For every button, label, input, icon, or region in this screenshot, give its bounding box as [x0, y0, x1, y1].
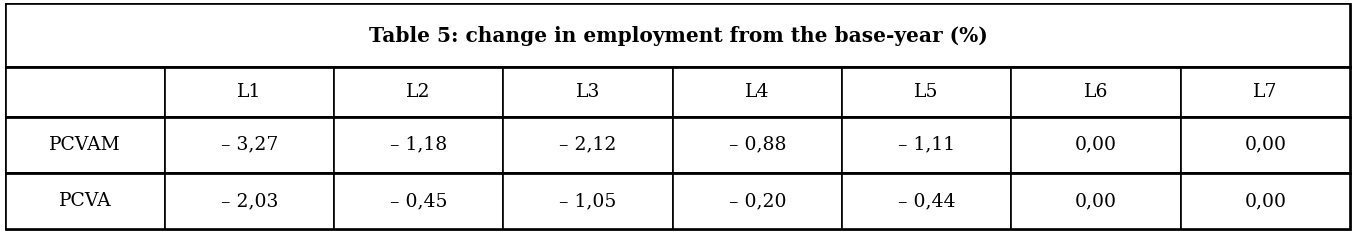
Text: L4: L4: [744, 83, 770, 101]
Text: L5: L5: [914, 83, 938, 101]
Bar: [5, 4, 1351, 67]
Bar: [1181, 67, 1351, 116]
Text: – 1,18: – 1,18: [391, 136, 447, 154]
Text: – 1,05: – 1,05: [559, 192, 617, 210]
Text: L2: L2: [407, 83, 431, 101]
Text: PCVA: PCVA: [58, 192, 111, 210]
Bar: [673, 67, 842, 116]
Bar: [164, 173, 334, 229]
Text: – 2,03: – 2,03: [221, 192, 278, 210]
Bar: [1012, 116, 1181, 173]
Text: L6: L6: [1083, 83, 1108, 101]
Text: – 0,44: – 0,44: [898, 192, 956, 210]
Text: L7: L7: [1253, 83, 1277, 101]
Text: L1: L1: [237, 83, 262, 101]
Bar: [842, 67, 1012, 116]
Bar: [334, 67, 503, 116]
Bar: [5, 67, 164, 116]
Bar: [673, 116, 842, 173]
Bar: [334, 116, 503, 173]
Text: – 0,20: – 0,20: [728, 192, 786, 210]
Text: – 1,11: – 1,11: [898, 136, 955, 154]
Bar: [503, 173, 673, 229]
Text: 0,00: 0,00: [1075, 136, 1117, 154]
Bar: [842, 116, 1012, 173]
Text: 0,00: 0,00: [1245, 192, 1287, 210]
Text: 0,00: 0,00: [1075, 192, 1117, 210]
Bar: [334, 173, 503, 229]
Bar: [503, 116, 673, 173]
Bar: [5, 173, 164, 229]
Bar: [1012, 173, 1181, 229]
Text: – 3,27: – 3,27: [221, 136, 278, 154]
Bar: [503, 67, 673, 116]
Text: L3: L3: [576, 83, 601, 101]
Bar: [1181, 173, 1351, 229]
Text: – 0,88: – 0,88: [728, 136, 786, 154]
Bar: [1181, 116, 1351, 173]
Text: PCVAM: PCVAM: [49, 136, 121, 154]
Bar: [673, 173, 842, 229]
Bar: [842, 173, 1012, 229]
Text: Table 5: change in employment from the base-year (%): Table 5: change in employment from the b…: [369, 25, 987, 45]
Bar: [5, 116, 164, 173]
Text: 0,00: 0,00: [1245, 136, 1287, 154]
Text: – 2,12: – 2,12: [559, 136, 617, 154]
Bar: [164, 67, 334, 116]
Bar: [1012, 67, 1181, 116]
Bar: [164, 116, 334, 173]
Text: – 0,45: – 0,45: [391, 192, 447, 210]
